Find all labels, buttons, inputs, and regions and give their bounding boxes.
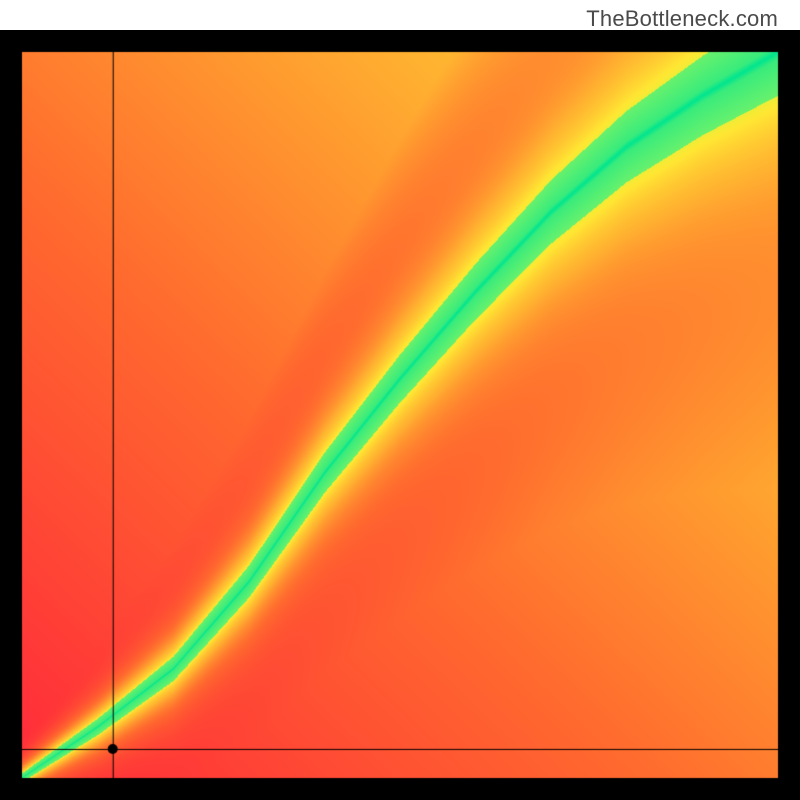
chart-container: TheBottleneck.com <box>0 0 800 800</box>
watermark-text: TheBottleneck.com <box>586 6 778 32</box>
bottleneck-heatmap <box>0 30 800 800</box>
